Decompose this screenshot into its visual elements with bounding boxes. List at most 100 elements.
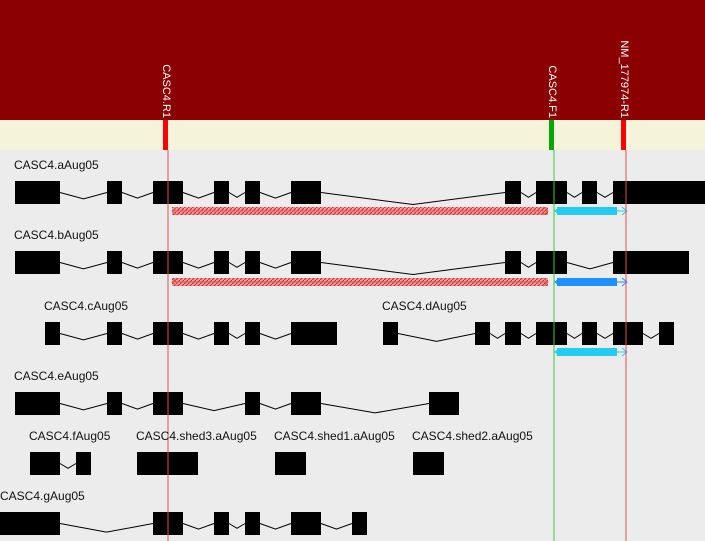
exon: [536, 181, 567, 204]
exon: [613, 251, 689, 274]
intron: [566, 333, 583, 339]
intron: [320, 523, 353, 530]
intron: [121, 333, 154, 340]
intron: [566, 262, 614, 270]
intron: [182, 403, 246, 412]
exon: [15, 392, 60, 415]
arrow-right-icon: [621, 206, 628, 216]
exon: [536, 251, 567, 274]
intron: [596, 333, 614, 339]
exon: [505, 322, 521, 345]
intron: [182, 333, 215, 340]
transcript-CASC4.cAug05: [45, 322, 337, 345]
exon: [214, 512, 229, 535]
arrow-left-icon: [554, 206, 561, 216]
arrow-right-icon: [542, 277, 549, 287]
intron: [320, 192, 506, 206]
transcript-CASC4.shed2.aAug05: [413, 452, 444, 475]
intron: [182, 192, 215, 199]
arrow-left-icon: [554, 277, 561, 287]
exon: [107, 251, 122, 274]
exon: [475, 322, 490, 345]
arrow-right-icon: [621, 347, 628, 357]
transcript-label: CASC4.shed2.aAug05: [412, 429, 533, 443]
intron: [121, 262, 154, 269]
transcript-label: CASC4.fAug05: [29, 429, 111, 443]
exon: [582, 181, 597, 204]
transcript-label: CASC4.shed1.aAug05: [274, 429, 395, 443]
intron: [259, 192, 292, 199]
intron: [228, 192, 246, 198]
exon: [245, 512, 260, 535]
exon: [245, 392, 260, 415]
intron: [259, 403, 292, 410]
header-panel: [0, 0, 705, 120]
exon: [613, 181, 705, 204]
transcript-label: CASC4.cAug05: [44, 299, 128, 313]
primer-label: CASC4.F1: [546, 65, 558, 118]
intron: [59, 403, 108, 411]
exon: [291, 392, 321, 415]
arrow-right-icon: [621, 277, 628, 287]
exon: [15, 181, 60, 204]
primer-marker-CASC4.F1[interactable]: [549, 120, 554, 150]
exon: [291, 322, 337, 345]
intron: [642, 333, 660, 339]
pcr-product-cyan: [554, 206, 628, 216]
exon: [536, 322, 567, 345]
intron: [259, 262, 292, 269]
exon: [214, 322, 229, 345]
pcr-product-blue: [554, 277, 628, 287]
transcript-label: CASC4.dAug05: [382, 299, 467, 313]
exon: [107, 322, 122, 345]
exon: [245, 251, 260, 274]
product-bar: [557, 278, 617, 286]
primer-marker-CASC4.R1[interactable]: [163, 120, 168, 150]
transcript-CASC4.fAug05: [30, 452, 91, 475]
intron: [182, 262, 215, 269]
exon: [582, 322, 597, 345]
transcript-label: CASC4.shed3.aAug05: [136, 429, 257, 443]
transcript-CASC4.gAug05: [0, 512, 367, 535]
exon: [245, 181, 260, 204]
exon: [429, 392, 459, 415]
intron: [121, 403, 154, 410]
exon: [505, 181, 521, 204]
arrow-left-icon: [171, 277, 178, 287]
product-bar: [557, 348, 617, 356]
intron: [489, 333, 506, 339]
pcr-product-cyan: [554, 347, 628, 357]
exon: [352, 512, 367, 535]
transcript-label: CASC4.gAug05: [0, 489, 85, 503]
exon: [15, 251, 60, 274]
transcript-CASC4.eAug05: [15, 392, 459, 415]
exon: [30, 452, 60, 475]
transcript-label: CASC4.bAug05: [14, 228, 99, 242]
intron: [320, 403, 430, 414]
transcript-label: CASC4.eAug05: [14, 369, 99, 383]
exon: [505, 251, 521, 274]
intron: [259, 333, 292, 340]
intron: [520, 333, 537, 339]
pcr-product-hatched: [171, 277, 549, 287]
exon: [613, 322, 643, 345]
intron: [59, 463, 77, 469]
intron: [320, 262, 506, 276]
intron: [397, 333, 476, 342]
primer-label: CASC4.R1: [160, 64, 172, 118]
intron: [596, 192, 614, 198]
intron: [59, 262, 108, 270]
intron: [520, 192, 537, 198]
transcript-CASC4.aAug05: [15, 181, 705, 206]
exon: [107, 392, 122, 415]
arrow-left-icon: [554, 347, 561, 357]
transcript-CASC4.shed1.aAug05: [275, 452, 306, 475]
transcript-CASC4.bAug05: [15, 251, 689, 276]
intron: [566, 192, 583, 198]
exon: [245, 322, 260, 345]
intron: [182, 523, 215, 530]
intron: [259, 523, 292, 530]
intron: [59, 523, 154, 533]
primer-marker-NM_177974-R1[interactable]: [621, 120, 626, 150]
transcript-label: CASC4.aAug05: [14, 158, 99, 172]
